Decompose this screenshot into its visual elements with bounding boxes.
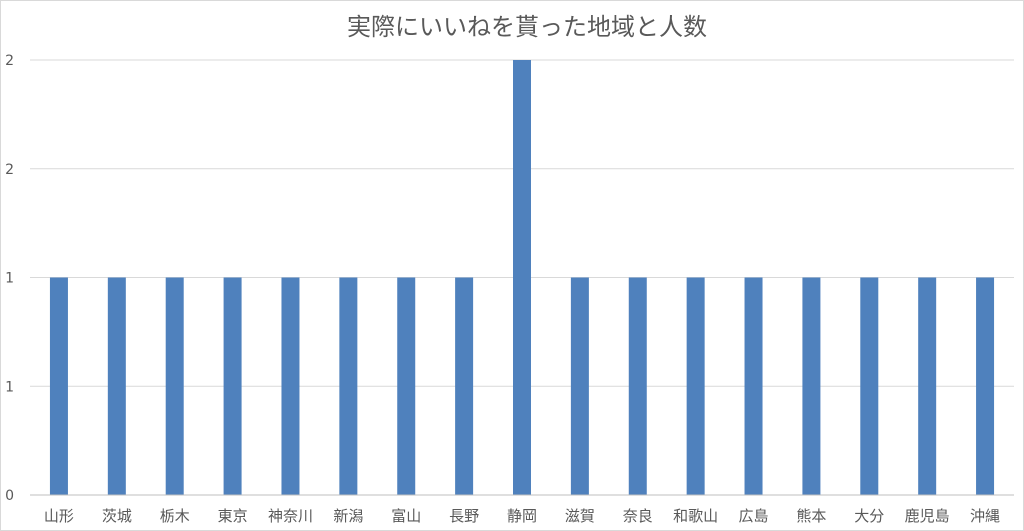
bar-沖縄 <box>976 277 995 495</box>
chart-title: 実際にいいねを貰った地域と人数 <box>347 13 707 41</box>
bar-栃木 <box>165 277 184 495</box>
x-tick-label: 東京 <box>218 507 248 525</box>
bar-富山 <box>397 277 416 495</box>
x-axis-tick-labels: 山形 茨城 栃木 東京 神奈川 新潟 富山 長野 静岡 滋賀 奈良 和歌山 広島 熊本 大分 鹿児島 沖縄 <box>44 507 1000 525</box>
bar-長野 <box>455 277 474 495</box>
x-tick-label: 鹿児島 <box>905 507 950 525</box>
x-tick-label: 栃木 <box>160 507 190 525</box>
bar-熊本 <box>802 277 821 495</box>
x-tick-label: 神奈川 <box>268 507 313 525</box>
bar-東京 <box>223 277 242 495</box>
x-tick-label: 熊本 <box>796 507 826 525</box>
x-tick-label: 山形 <box>44 507 74 525</box>
bar-滋賀 <box>570 277 589 495</box>
x-tick-label: 滋賀 <box>565 507 595 525</box>
bar-山形 <box>49 277 68 495</box>
x-tick-label: 和歌山 <box>673 507 718 525</box>
bar-和歌山 <box>686 277 705 495</box>
bar-神奈川 <box>281 277 300 495</box>
y-tick-label: 2 <box>5 162 14 178</box>
bar-大分 <box>860 277 879 495</box>
bar-奈良 <box>628 277 647 495</box>
y-axis-tick-labels: 0 1 1 2 2 <box>5 53 14 504</box>
x-tick-label: 茨城 <box>102 507 132 525</box>
bar-静岡 <box>513 60 531 495</box>
bar-新潟 <box>339 277 358 495</box>
x-tick-label: 奈良 <box>623 507 653 525</box>
bars <box>49 60 995 495</box>
y-tick-label: 0 <box>5 488 14 504</box>
x-tick-label: 富山 <box>391 507 421 525</box>
y-tick-label: 1 <box>5 271 14 287</box>
x-tick-label: 広島 <box>739 507 769 525</box>
x-tick-label: 静岡 <box>507 507 537 525</box>
x-tick-label: 沖縄 <box>970 507 1000 525</box>
x-tick-label: 長野 <box>449 507 479 525</box>
x-tick-label: 新潟 <box>333 507 363 525</box>
y-tick-label: 1 <box>5 379 14 395</box>
y-tick-label: 2 <box>5 53 14 69</box>
bar-鹿児島 <box>918 277 937 495</box>
bar-広島 <box>744 277 763 495</box>
bar-茨城 <box>107 277 126 495</box>
x-tick-label: 大分 <box>854 507 884 525</box>
